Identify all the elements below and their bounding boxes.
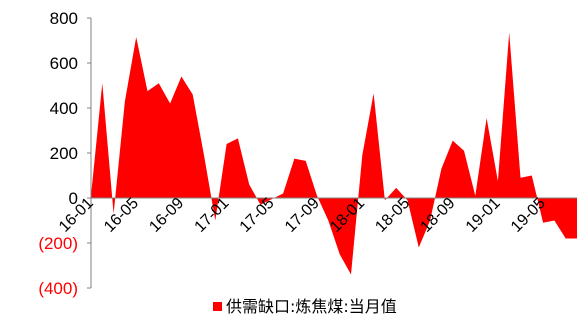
x-tick-label: 16-09	[146, 195, 187, 236]
y-tick-label: 800	[50, 9, 78, 28]
legend-label: 供需缺口:炼焦煤:当月值	[226, 297, 397, 316]
legend: 供需缺口:炼焦煤:当月值	[213, 297, 397, 316]
x-tick-label: 17-05	[237, 195, 278, 236]
y-tick-label: 0	[69, 189, 78, 208]
y-tick-label: (200)	[38, 234, 78, 253]
legend-swatch	[213, 302, 222, 311]
y-tick-label: 400	[50, 99, 78, 118]
area-layer	[91, 32, 577, 275]
x-tick-label: 16-05	[101, 195, 142, 236]
x-axis-ticks: 16-01 16-05 16-09 17-01 17-05 17-09 18-01 18-05…	[56, 195, 549, 236]
y-axis-ticks: 800 600 400 200 0 (200) (400)	[38, 9, 91, 298]
x-tick-label: 17-09	[282, 195, 323, 236]
y-tick-label: 200	[50, 144, 78, 163]
x-tick-label: 19-01	[463, 195, 504, 236]
y-tick-label: 600	[50, 54, 78, 73]
x-tick-label: 18-05	[372, 195, 413, 236]
y-tick-label: (400)	[38, 279, 78, 298]
series-area-gap	[91, 32, 577, 275]
